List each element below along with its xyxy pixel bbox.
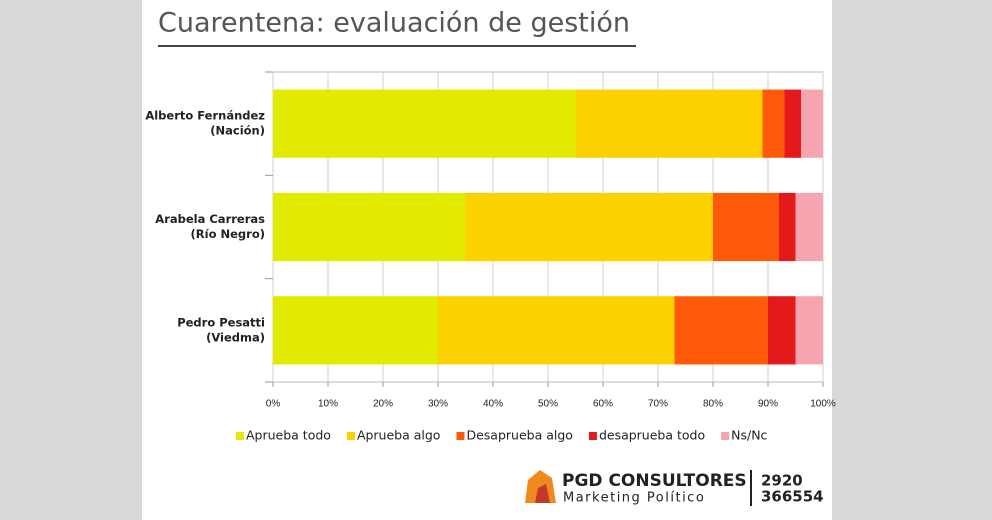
x-tick-label: 90%	[758, 399, 778, 410]
bar-segment	[784, 89, 801, 158]
legend-swatch	[456, 432, 465, 440]
bar-segment	[273, 89, 576, 158]
x-tick-label: 0%	[266, 399, 281, 410]
x-tick-label: 50%	[538, 399, 558, 410]
logo: PGD CONSULTORES Marketing Político 2920 …	[525, 470, 824, 506]
y-tick-label: (Viedma)	[206, 330, 265, 344]
legend-swatch	[721, 432, 730, 440]
brand-phone: 366554	[761, 488, 824, 506]
y-tick-label: Arabela Carreras	[155, 212, 265, 226]
chart-title: Cuarentena: evaluación de gestión	[158, 8, 630, 39]
legend-label: Aprueba todo	[246, 428, 331, 443]
legend-swatch	[588, 432, 597, 440]
bar-segment	[801, 89, 823, 158]
bar-segment	[273, 296, 438, 365]
legend-label: Ns/Nc	[731, 428, 767, 443]
logo-icon-inner	[535, 484, 550, 503]
x-tick-label: 20%	[373, 399, 393, 410]
brand-tagline: Marketing Político	[563, 491, 705, 506]
legend-label: desaprueba todo	[599, 428, 705, 443]
bar-segment	[795, 296, 823, 365]
legend-label: Desaprueba algo	[466, 428, 572, 443]
y-tick-label: Alberto Fernández	[145, 109, 265, 123]
bar-segment	[795, 192, 823, 262]
bar-segment	[768, 296, 796, 365]
x-tick-label: 30%	[428, 399, 448, 410]
legend-label: Aprueba algo	[357, 428, 441, 443]
bar-segment	[713, 192, 779, 262]
x-tick-label: 60%	[593, 399, 613, 410]
y-tick-label: Pedro Pesatti	[177, 315, 265, 329]
brand-phone: 2920	[761, 472, 803, 490]
bar-segment	[465, 192, 713, 262]
bar-segment	[575, 89, 763, 158]
x-tick-label: 70%	[648, 399, 668, 410]
brand-name: PGD CONSULTORES	[562, 471, 747, 491]
x-tick-label: 40%	[483, 399, 503, 410]
bar-segment	[762, 89, 785, 158]
legend-swatch	[236, 432, 244, 440]
x-tick-label: 80%	[703, 399, 723, 410]
bar-segment	[438, 296, 675, 365]
y-tick-label: (Río Negro)	[191, 227, 265, 241]
bar-segment	[674, 296, 768, 365]
legend-swatch	[346, 432, 355, 440]
x-tick-label: 10%	[318, 399, 338, 410]
bar-segment	[779, 192, 796, 262]
x-tick-label: 100%	[810, 399, 836, 410]
y-tick-label: (Nación)	[210, 124, 265, 138]
bar-segment	[273, 192, 466, 262]
